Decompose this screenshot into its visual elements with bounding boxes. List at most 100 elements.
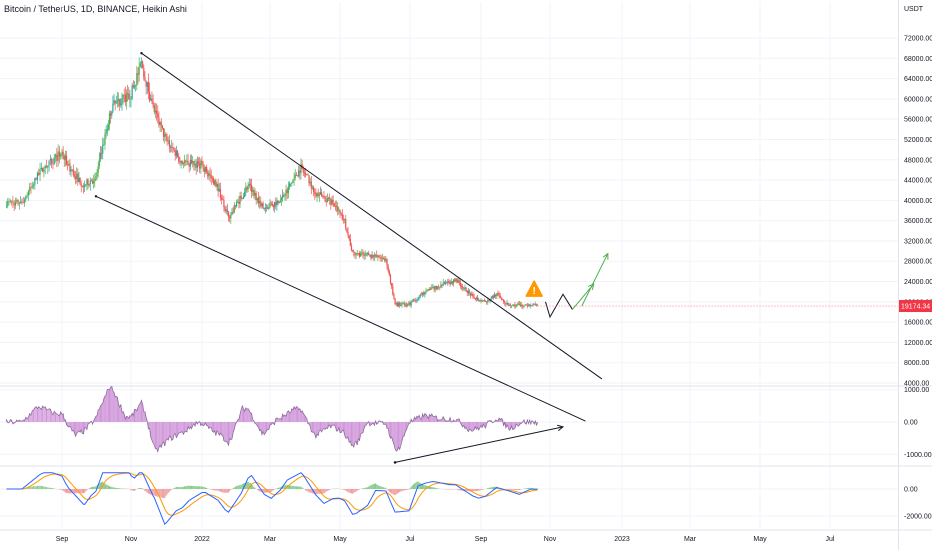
candle-body[interactable] <box>300 164 302 173</box>
candle-body[interactable] <box>203 168 205 172</box>
candle-body[interactable] <box>492 295 495 298</box>
time-axis[interactable]: Sep Nov 2022 Mar May Jul Sep Nov 2023 Mar May Jul <box>56 536 835 543</box>
candle-body[interactable] <box>419 294 421 297</box>
candle-body[interactable] <box>176 150 179 157</box>
candle-body[interactable] <box>110 113 112 116</box>
candle-body[interactable] <box>313 187 315 192</box>
candle-body[interactable] <box>311 187 314 189</box>
candle-body[interactable] <box>468 290 471 293</box>
candle-body[interactable] <box>533 304 535 306</box>
candle-body[interactable] <box>508 304 510 306</box>
candle-body[interactable] <box>483 300 485 302</box>
candle-body[interactable] <box>187 160 189 165</box>
candle-body[interactable] <box>171 147 173 148</box>
candle-body[interactable] <box>112 103 114 112</box>
candle-body[interactable] <box>30 187 32 188</box>
candle-body[interactable] <box>202 164 204 169</box>
candle-body[interactable] <box>211 178 213 179</box>
candle-body[interactable] <box>247 185 249 190</box>
candle-body[interactable] <box>140 61 143 64</box>
candle-body[interactable] <box>303 172 306 174</box>
candle-body[interactable] <box>244 191 246 197</box>
candle-body[interactable] <box>160 122 162 126</box>
candle-body[interactable] <box>319 192 322 195</box>
candle-body[interactable] <box>212 178 215 185</box>
candle-body[interactable] <box>167 140 169 142</box>
candle-body[interactable] <box>227 211 230 217</box>
candle-body[interactable] <box>431 287 433 290</box>
candle-body[interactable] <box>285 189 287 196</box>
candle-body[interactable] <box>517 303 519 305</box>
candle-body[interactable] <box>385 259 387 261</box>
candle-body[interactable] <box>226 209 228 212</box>
candle-body[interactable] <box>96 172 98 177</box>
candle-body[interactable] <box>448 281 450 282</box>
candle-body[interactable] <box>403 303 405 306</box>
candle-body[interactable] <box>434 285 436 290</box>
candle-body[interactable] <box>501 299 504 301</box>
candle-body[interactable] <box>47 165 49 168</box>
candle-body[interactable] <box>131 85 133 99</box>
candle-body[interactable] <box>111 111 113 116</box>
candle-body[interactable] <box>89 180 91 185</box>
candle-body[interactable] <box>503 299 505 302</box>
candle-body[interactable] <box>473 296 475 299</box>
candle-body[interactable] <box>18 203 20 205</box>
candle-body[interactable] <box>361 252 363 254</box>
candle-body[interactable] <box>232 211 234 213</box>
candle-body[interactable] <box>225 209 227 211</box>
candle-body[interactable] <box>339 210 341 213</box>
candle-body[interactable] <box>408 302 410 304</box>
candle-body[interactable] <box>526 305 528 307</box>
candle-body[interactable] <box>239 195 241 205</box>
candle-body[interactable] <box>76 173 78 179</box>
candle-body[interactable] <box>268 207 270 209</box>
candle-body[interactable] <box>17 200 19 205</box>
candle-body[interactable] <box>144 77 146 81</box>
lower-trendline[interactable] <box>95 195 586 422</box>
candle-body[interactable] <box>7 201 9 207</box>
candle-body[interactable] <box>360 253 362 257</box>
candle-body[interactable] <box>270 202 272 204</box>
candle-body[interactable] <box>438 286 440 288</box>
candle-body[interactable] <box>91 180 94 184</box>
candle-body[interactable] <box>347 231 349 236</box>
candle-body[interactable] <box>372 255 374 257</box>
candle-body[interactable] <box>441 284 443 286</box>
candle-body[interactable] <box>379 257 381 259</box>
candle-body[interactable] <box>200 160 202 169</box>
candle-body[interactable] <box>103 144 105 146</box>
candle-body[interactable] <box>99 153 102 160</box>
candle-body[interactable] <box>470 292 472 296</box>
candle-body[interactable] <box>25 196 27 200</box>
candle-body[interactable] <box>142 61 144 68</box>
candle-body[interactable] <box>56 154 58 161</box>
candle-body[interactable] <box>446 282 448 284</box>
candle-body[interactable] <box>507 302 509 306</box>
candle-body[interactable] <box>364 253 366 256</box>
candle-body[interactable] <box>116 100 119 103</box>
candle-body[interactable] <box>335 206 338 207</box>
candle-body[interactable] <box>346 228 348 232</box>
candle-body[interactable] <box>354 251 356 256</box>
candle-body[interactable] <box>447 281 449 283</box>
candle-body[interactable] <box>481 300 483 302</box>
candle-body[interactable] <box>108 113 111 125</box>
current-price-tag[interactable] <box>899 300 932 313</box>
candle-body[interactable] <box>458 280 460 284</box>
candle-body[interactable] <box>353 251 355 253</box>
candle-body[interactable] <box>451 281 453 284</box>
candle-body[interactable] <box>238 201 240 205</box>
candle-body[interactable] <box>21 201 23 203</box>
candle-body[interactable] <box>527 304 530 306</box>
candle-body[interactable] <box>145 80 147 87</box>
candle-body[interactable] <box>58 151 61 157</box>
candle-body[interactable] <box>123 94 125 96</box>
candle-body[interactable] <box>199 163 201 169</box>
candle-body[interactable] <box>284 195 286 197</box>
candle-body[interactable] <box>250 184 253 192</box>
candle-body[interactable] <box>395 302 397 305</box>
candle-body[interactable] <box>488 300 490 301</box>
candle-body[interactable] <box>365 253 367 254</box>
candle-body[interactable] <box>486 301 488 303</box>
